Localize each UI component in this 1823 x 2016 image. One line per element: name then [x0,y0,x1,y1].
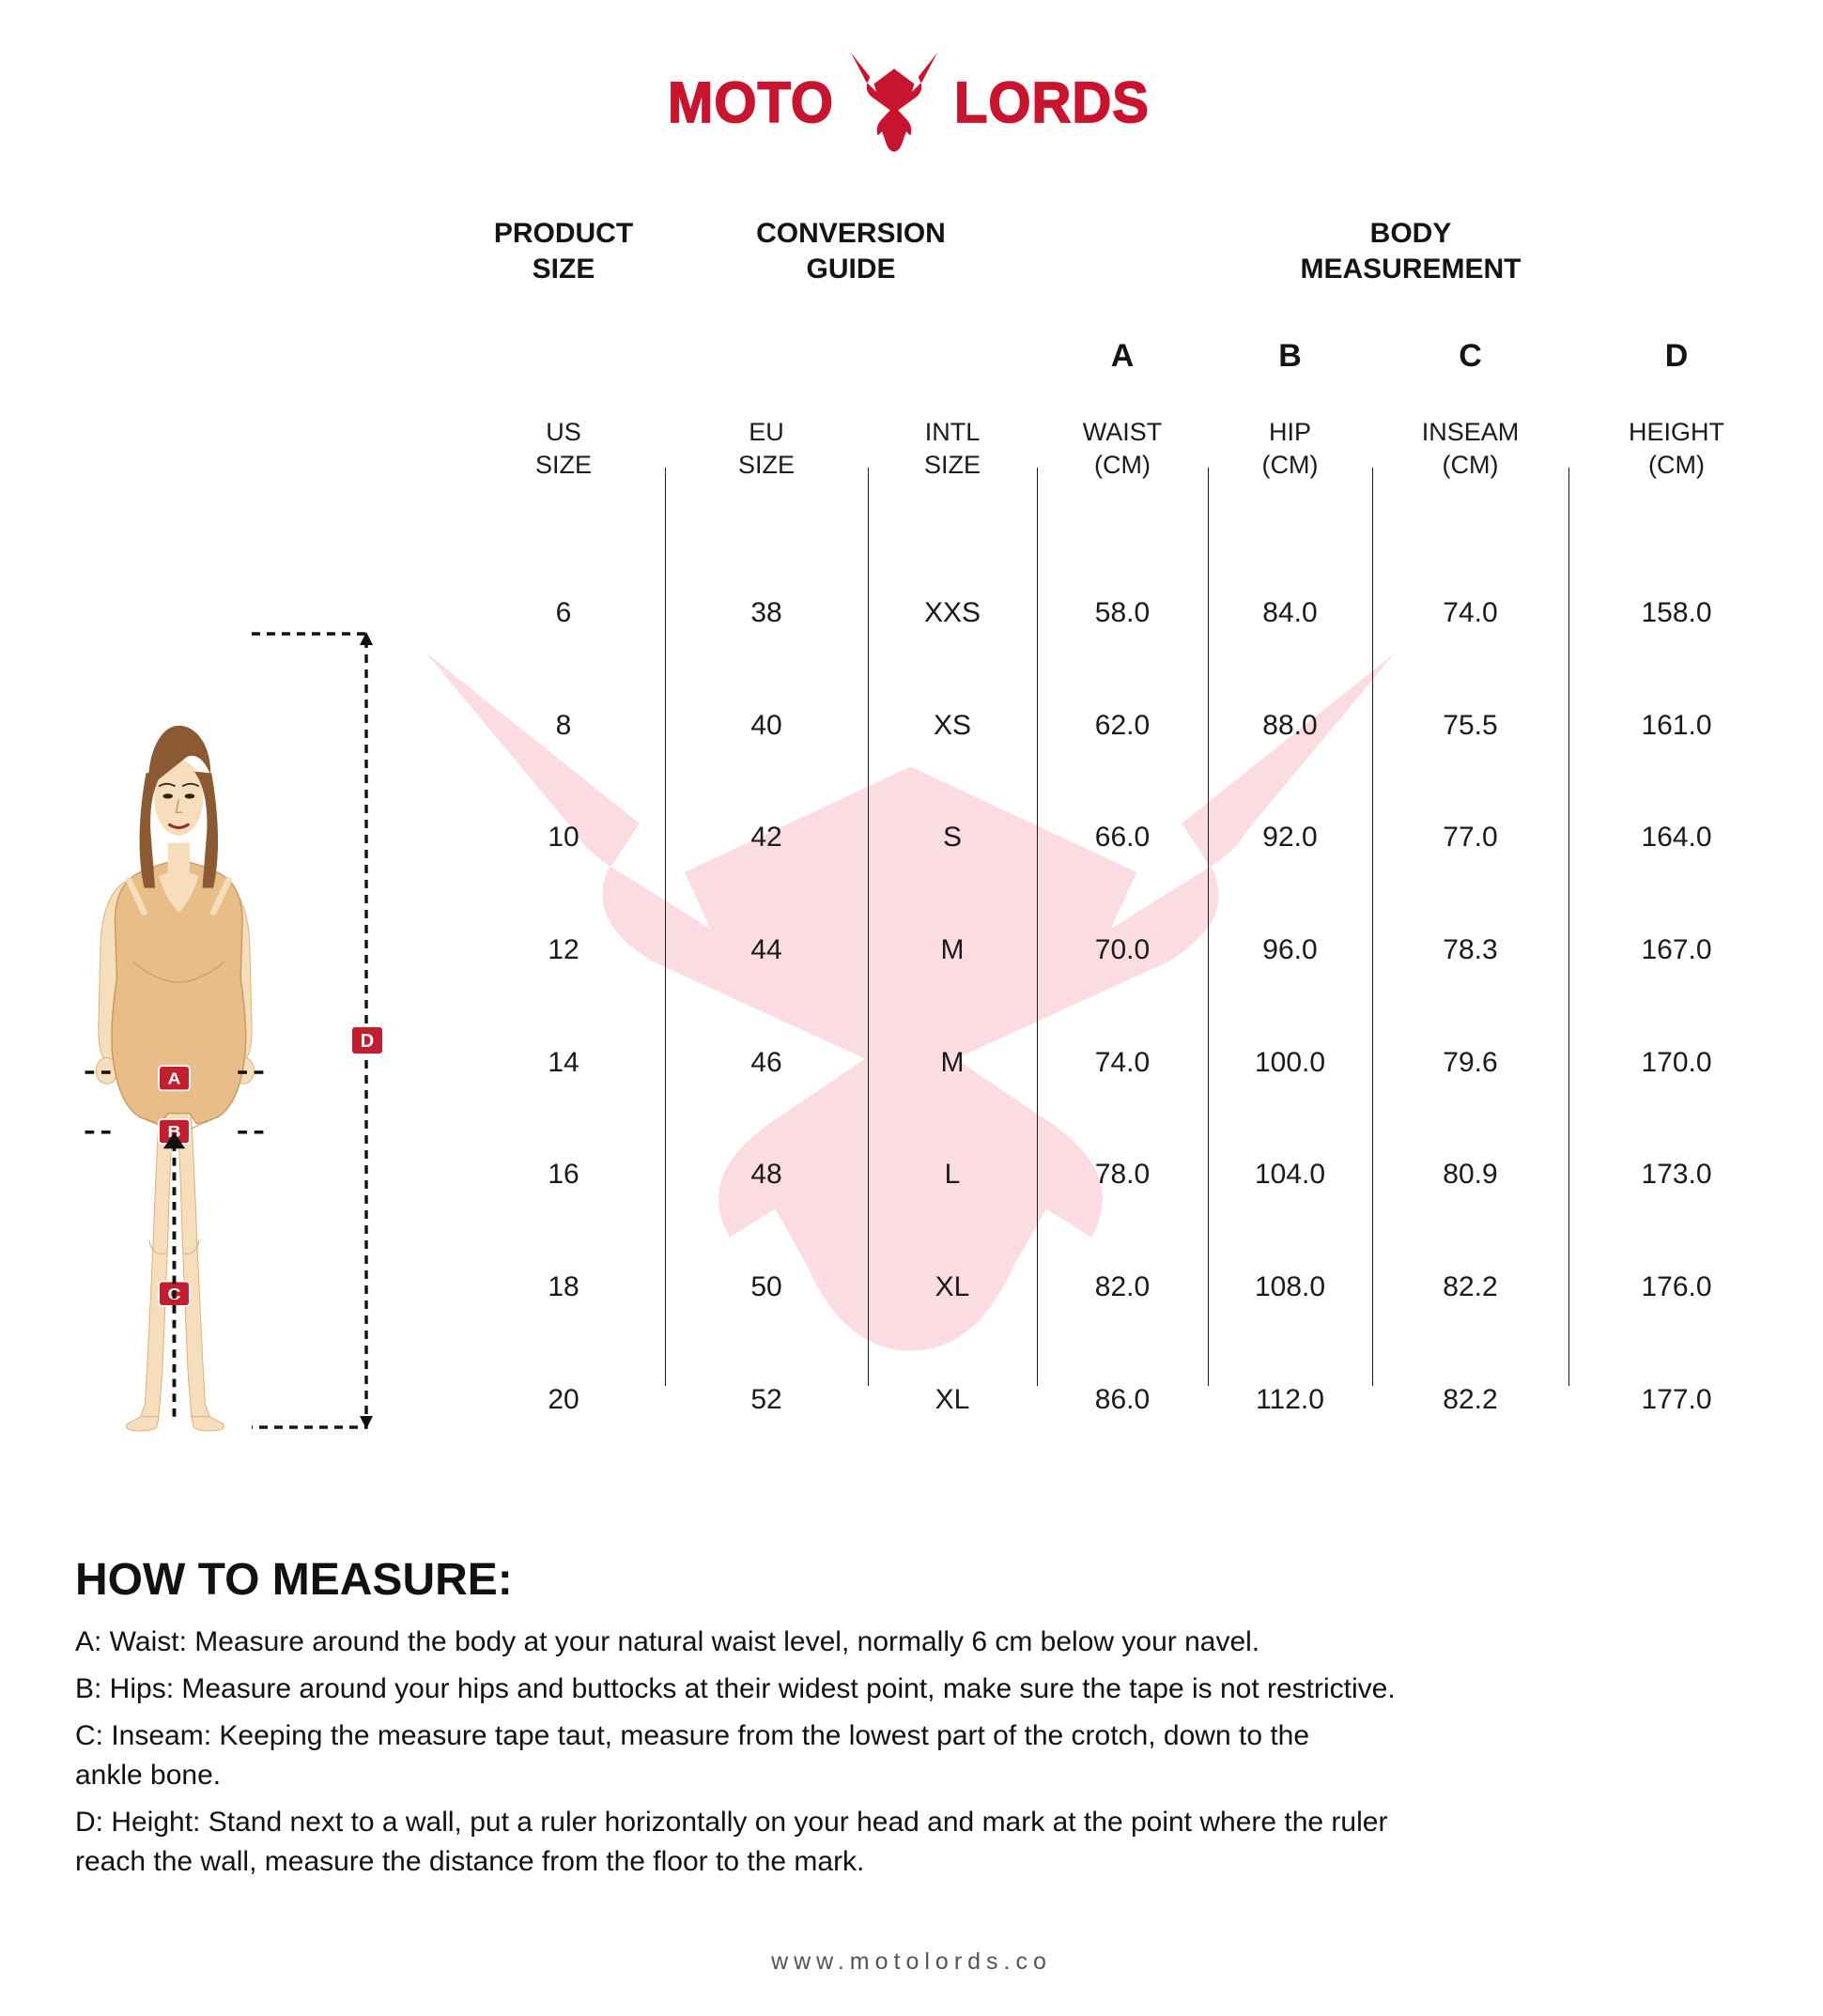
svg-text:D: D [361,1031,374,1052]
